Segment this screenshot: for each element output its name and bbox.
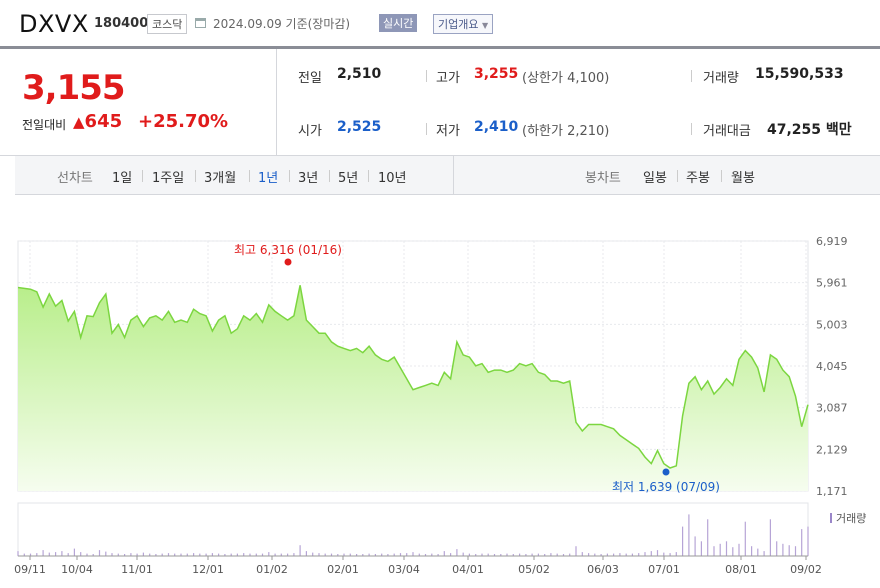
x-tick-label: 01/02 xyxy=(256,563,288,576)
divider xyxy=(691,70,692,82)
y-tick-label: 5,961 xyxy=(816,277,848,290)
tab-10y[interactable]: 10년 xyxy=(378,171,407,186)
realtime-button[interactable]: 실시간 xyxy=(379,14,418,32)
price-area xyxy=(18,285,808,491)
current-price: 3,155 xyxy=(22,68,126,108)
y-tick-label: 2,129 xyxy=(816,443,848,456)
upper-limit: (상한가 4,100) xyxy=(522,71,610,86)
divider xyxy=(691,123,692,135)
x-tick-label: 09/02 xyxy=(790,563,822,576)
divider xyxy=(368,170,369,182)
divider xyxy=(289,170,290,182)
low-marker xyxy=(662,468,670,476)
current-price-panel xyxy=(0,49,277,155)
stock-header xyxy=(0,0,880,49)
low-value: 2,410 xyxy=(474,119,519,135)
stock-name: DXVX xyxy=(19,10,89,38)
basis-text: 기준(장마감) xyxy=(285,17,351,31)
divider xyxy=(195,170,196,182)
divider xyxy=(721,170,722,182)
y-tick-label: 4,045 xyxy=(816,360,848,373)
tab-1w[interactable]: 1주일 xyxy=(152,171,185,186)
candle-chart-label: 봉차트 xyxy=(585,171,621,186)
tab-3m[interactable]: 3개월 xyxy=(204,171,237,186)
divider xyxy=(426,70,427,82)
divider xyxy=(426,123,427,135)
date-text: 2024.09.09 xyxy=(213,17,282,31)
x-tick-label: 03/04 xyxy=(388,563,420,576)
tab-weekly[interactable]: 주봉 xyxy=(686,171,710,186)
overview-label: 기업개요 xyxy=(438,18,479,31)
divider xyxy=(142,170,143,182)
market-badge: 코스닥 xyxy=(147,14,188,34)
y-tick-label: 3,087 xyxy=(816,402,848,415)
volume-legend-swatch xyxy=(830,513,832,523)
change-label: 전일대비 xyxy=(22,118,67,132)
divider xyxy=(677,170,678,182)
annotations: 최고 6,316 (01/16) 최저 1,639 (07/09) xyxy=(234,243,720,494)
tab-1y[interactable]: 1년 xyxy=(258,171,279,186)
high-marker xyxy=(284,258,292,266)
up-triangle-icon: ▲ xyxy=(73,113,85,131)
prev-close-value: 2,510 xyxy=(337,66,382,82)
amount-number: 47,255 xyxy=(767,122,822,138)
calendar-icon xyxy=(195,18,206,28)
change-value: 645 xyxy=(84,111,123,132)
y-axis: 6,919 5,961 5,003 4,045 3,087 2,129 1,171 xyxy=(816,235,848,498)
x-tick-label: 06/03 xyxy=(587,563,619,576)
low-label: 저가 xyxy=(436,124,460,139)
x-tick-label: 09/11 xyxy=(14,563,46,576)
volume-value: 15,590,533 xyxy=(755,66,844,82)
chart-tab-bar xyxy=(15,156,880,195)
tab-1d[interactable]: 1일 xyxy=(112,171,133,186)
chevron-down-icon: ▼ xyxy=(481,21,489,30)
tab-divider xyxy=(453,156,454,194)
x-tick-label: 05/02 xyxy=(518,563,550,576)
x-tick-label: 12/01 xyxy=(192,563,224,576)
x-tick-label: 08/01 xyxy=(725,563,757,576)
volume-label: 거래량 xyxy=(703,71,739,86)
amount-value: 47,255 백만 xyxy=(767,119,852,139)
y-tick-label: 1,171 xyxy=(816,485,848,498)
high-value: 3,255 xyxy=(474,66,519,82)
tab-5y[interactable]: 5년 xyxy=(338,171,359,186)
lower-limit: (하한가 2,210) xyxy=(522,124,610,139)
tab-3y[interactable]: 3년 xyxy=(298,171,319,186)
divider xyxy=(329,170,330,182)
y-tick-label: 5,003 xyxy=(816,318,848,331)
x-tick-label: 07/01 xyxy=(648,563,680,576)
price-date: 2024.09.09 기준(장마감) xyxy=(213,15,350,32)
prev-close-label: 전일 xyxy=(298,71,322,86)
amount-label: 거래대금 xyxy=(703,124,751,139)
amount-unit: 백만 xyxy=(825,122,852,138)
tab-monthly[interactable]: 월봉 xyxy=(731,171,755,186)
divider xyxy=(249,170,250,182)
y-tick-label: 6,919 xyxy=(816,235,848,248)
volume-legend: 거래량 xyxy=(836,512,866,525)
open-value: 2,525 xyxy=(337,119,382,135)
price-change: ▲645 xyxy=(73,111,122,132)
x-tick-label: 11/01 xyxy=(121,563,153,576)
price-line xyxy=(17,285,809,469)
line-chart-label: 선차트 xyxy=(57,171,93,186)
change-percent: +25.70% xyxy=(138,111,229,132)
company-overview-dropdown[interactable]: 기업개요 ▼ xyxy=(433,14,494,34)
open-label: 시가 xyxy=(298,124,322,139)
stock-code: 180400 xyxy=(94,16,149,31)
high-label: 고가 xyxy=(436,71,460,86)
x-tick-label: 10/04 xyxy=(61,563,93,576)
x-axis: 09/11 10/04 11/01 12/01 01/02 02/01 03/04 04/01… xyxy=(14,555,822,576)
tab-daily[interactable]: 일봉 xyxy=(643,171,667,186)
price-summary xyxy=(0,49,880,156)
x-tick-label: 02/01 xyxy=(327,563,359,576)
volume-bars: 거래량 xyxy=(17,502,866,557)
high-annotation: 최고 6,316 (01/16) xyxy=(234,243,342,257)
x-tick-label: 04/01 xyxy=(452,563,484,576)
low-annotation: 최저 1,639 (07/09) xyxy=(612,480,720,494)
